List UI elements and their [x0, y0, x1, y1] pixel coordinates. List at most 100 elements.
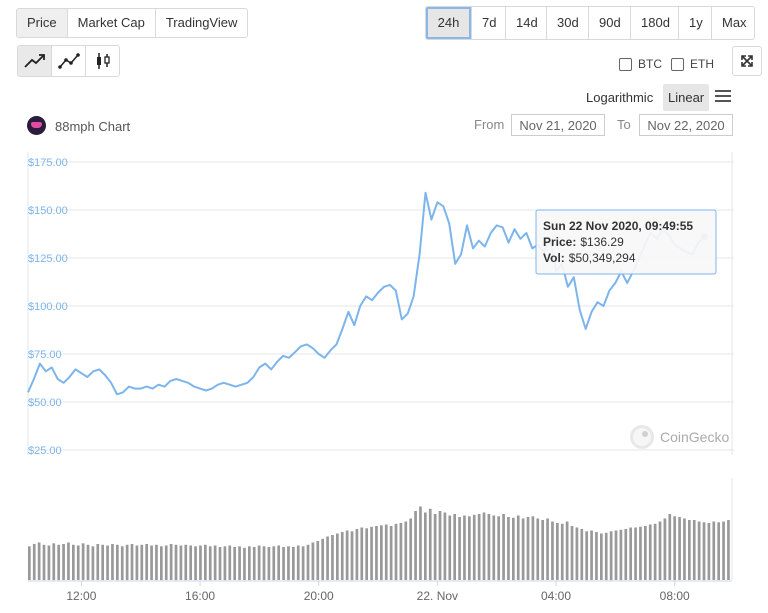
volume-bar — [697, 521, 701, 580]
scale-linear[interactable]: Linear — [663, 84, 710, 111]
ohlc-line-chart-icon[interactable] — [52, 46, 86, 76]
tab-market-cap[interactable]: Market Cap — [68, 9, 156, 37]
eth-checkbox[interactable] — [671, 57, 684, 71]
volume-bar — [179, 545, 183, 580]
volume-bar — [96, 544, 100, 580]
volume-bar — [257, 545, 261, 580]
compare-eth[interactable]: ETH — [671, 57, 714, 71]
volume-bar — [370, 526, 373, 581]
range-7d[interactable]: 7d — [472, 7, 506, 39]
volume-bar — [424, 512, 427, 580]
y-tick-label: $150.00 — [28, 205, 68, 217]
volume-bar — [521, 518, 525, 580]
volume-bar — [609, 531, 613, 581]
volume-bar — [487, 514, 491, 580]
volume-bar — [292, 547, 295, 580]
price-series-line — [27, 191, 705, 396]
volume-bar — [394, 523, 398, 581]
volume-bar — [336, 533, 339, 580]
to-date-input[interactable]: Nov 22, 2020 — [639, 114, 733, 136]
tooltip-price-label: Price: — [543, 235, 576, 249]
volume-bar — [678, 517, 681, 580]
volume-bar — [184, 544, 188, 581]
volume-bar — [52, 543, 56, 581]
tooltip-price-value: $136.29 — [580, 235, 624, 249]
y-tick-label: $50.00 — [28, 397, 62, 409]
volume-bar — [433, 514, 437, 580]
volume-bar — [404, 521, 408, 580]
volume-bar — [164, 545, 168, 580]
range-180d[interactable]: 180d — [631, 7, 679, 39]
btc-checkbox[interactable] — [619, 57, 632, 71]
volume-bar — [580, 529, 584, 580]
volume-bar — [47, 545, 51, 580]
candlestick-chart-icon[interactable] — [86, 46, 119, 76]
volume-bar — [267, 547, 271, 580]
volume-bar — [619, 529, 623, 581]
volume-bar — [365, 528, 369, 580]
volume-bar — [101, 544, 105, 581]
coin-logo — [27, 116, 46, 135]
range-14d[interactable]: 14d — [506, 7, 547, 39]
range-max[interactable]: Max — [722, 15, 747, 30]
compare-btc[interactable]: BTC — [619, 57, 662, 71]
volume-bar — [345, 530, 349, 580]
coingecko-watermark: CoinGecko — [630, 425, 729, 449]
volume-bar — [453, 514, 457, 580]
tooltip-date: Sun 22 Nov 2020, 09:49:55 — [543, 219, 693, 233]
line-chart-icon[interactable] — [18, 46, 52, 76]
volume-bar — [155, 544, 158, 581]
tab-price[interactable]: Price — [17, 9, 68, 37]
range-90d[interactable]: 90d — [589, 7, 631, 39]
volume-bar — [590, 530, 593, 580]
expand-icon — [741, 55, 753, 67]
volume-bar — [301, 546, 305, 581]
volume-bar — [86, 544, 90, 581]
volume-bar — [238, 546, 241, 581]
volume-bar — [116, 544, 119, 581]
volume-bar — [702, 522, 706, 581]
x-tick-label: 16:00 — [185, 589, 215, 603]
range-30d[interactable]: 30d — [547, 7, 589, 39]
volume-bar — [389, 526, 393, 580]
volume-bar — [296, 545, 300, 580]
volume-bar — [414, 511, 417, 580]
range-1y[interactable]: 1y — [679, 7, 712, 39]
volume-bar — [262, 546, 266, 581]
from-date-input[interactable]: Nov 21, 2020 — [511, 114, 605, 136]
x-tick-label: 12:00 — [66, 589, 96, 603]
chart-title: 88mph Chart — [55, 119, 131, 134]
volume-bar — [585, 531, 589, 581]
volume-bar — [199, 545, 202, 580]
tab-tradingview[interactable]: TradingView — [165, 15, 238, 30]
volume-bar — [399, 523, 403, 580]
scale-logarithmic[interactable]: Logarithmic — [586, 90, 654, 105]
chart-menu-button[interactable] — [715, 89, 731, 108]
volume-bar — [634, 527, 637, 580]
volume-bar — [570, 526, 574, 580]
x-tick-label: 08:00 — [660, 589, 690, 603]
fullscreen-button[interactable] — [732, 46, 762, 76]
volume-bar — [140, 544, 144, 581]
volume-bar — [448, 515, 452, 580]
volume-bar — [482, 512, 486, 580]
volume-bar — [541, 520, 545, 580]
volume-bar — [717, 522, 721, 581]
volume-bar — [331, 535, 334, 580]
volume-bar — [629, 527, 633, 580]
volume-bar — [502, 514, 505, 580]
volume-bar — [546, 518, 549, 580]
volume-bar — [639, 526, 642, 581]
volume-bar — [125, 544, 129, 581]
volume-bar — [282, 547, 285, 580]
volume-bar — [169, 544, 173, 580]
x-tick-label: 22. Nov — [417, 589, 458, 603]
volume-bar — [272, 546, 276, 581]
to-label: To — [617, 117, 631, 132]
volume-bar — [526, 517, 530, 580]
volume-bar — [213, 545, 217, 580]
range-24h[interactable]: 24h — [426, 7, 472, 39]
volume-bar — [472, 514, 476, 581]
volume-bar — [575, 527, 579, 580]
